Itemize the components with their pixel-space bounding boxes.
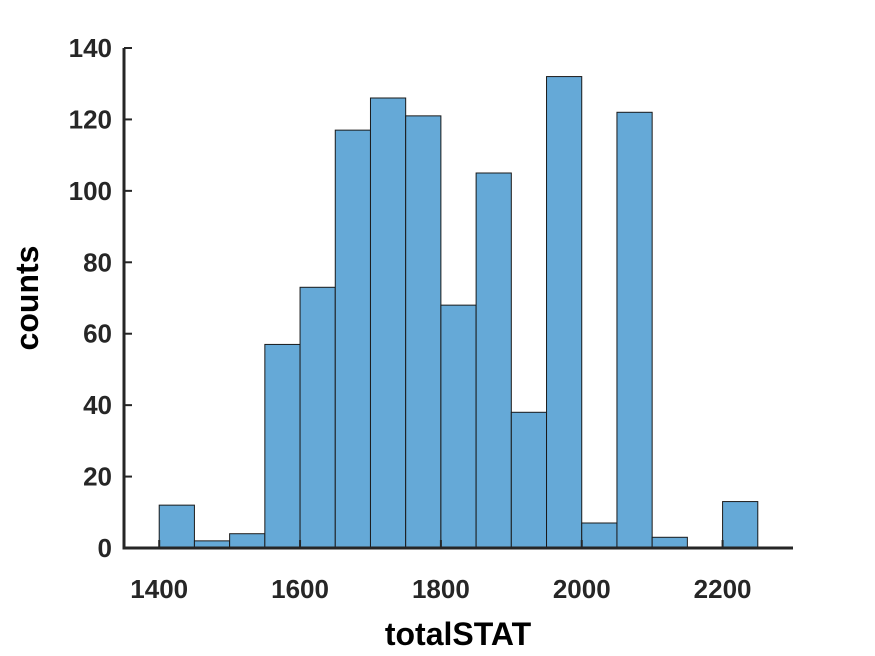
histogram-bar: [334, 129, 371, 549]
x-tick-label: 1400: [130, 574, 188, 604]
histogram-bar: [722, 501, 759, 549]
y-tick-label: 100: [69, 176, 112, 206]
histogram-bar: [651, 536, 688, 549]
y-tick-label: 140: [69, 33, 112, 63]
y-tick-label: 120: [69, 104, 112, 134]
y-tick-label: 60: [83, 319, 112, 349]
histogram-bar: [369, 97, 407, 549]
histogram-bar: [581, 522, 618, 549]
x-tick-label: 2200: [694, 574, 752, 604]
histogram-bars: [158, 76, 759, 549]
histogram-bar: [510, 411, 548, 549]
x-axis-title: totalSTAT: [385, 616, 532, 652]
y-tick-label: 0: [98, 533, 112, 563]
histogram-bar: [299, 286, 336, 549]
y-tick-label: 80: [83, 247, 112, 277]
y-tick-label: 40: [83, 390, 112, 420]
x-ticks: 1400 1600 1800 2000 2200: [130, 540, 752, 604]
y-ticks: 0 20 40 60 80 100 120 140: [69, 33, 132, 563]
y-tick-label: 20: [83, 462, 112, 492]
histogram-bar: [264, 343, 301, 549]
x-tick-label: 1600: [271, 574, 329, 604]
x-tick-label: 1800: [412, 574, 470, 604]
histogram-bar: [440, 304, 477, 549]
x-tick-label: 2000: [553, 574, 611, 604]
axes: [122, 48, 793, 550]
histogram-bar: [229, 533, 266, 549]
histogram-bar: [546, 76, 583, 549]
histogram-bar: [475, 172, 512, 549]
histogram-bar: [405, 115, 442, 549]
y-axis-title: counts: [9, 246, 45, 351]
histogram-bar: [158, 504, 195, 549]
histogram-bar: [616, 111, 653, 549]
